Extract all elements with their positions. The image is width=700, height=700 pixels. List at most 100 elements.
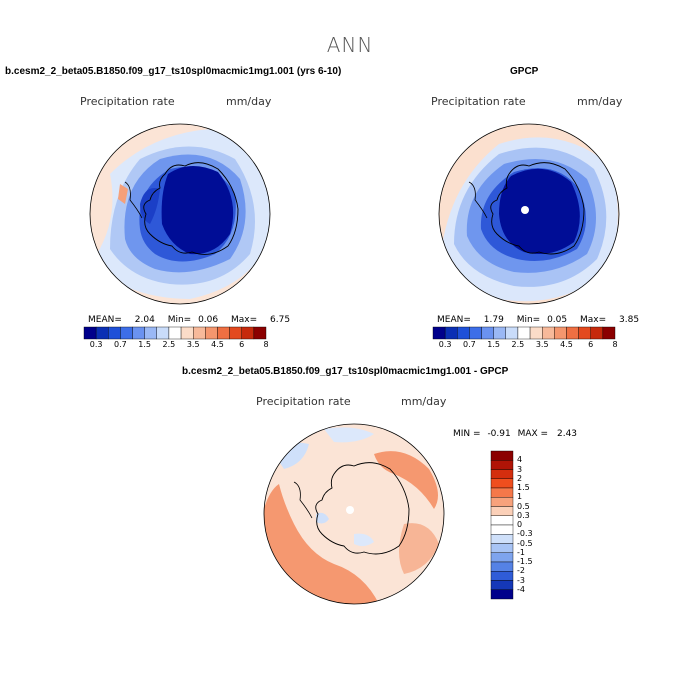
stat-mean-value: 2.04 bbox=[134, 315, 155, 325]
colorbar-tick-label: 3.5 bbox=[535, 340, 549, 349]
panel-title-obs: GPCP bbox=[510, 66, 539, 77]
colorbar-obs-labels: 0.3 0.7 1.5 2.5 3.5 4.5 6 8 bbox=[433, 340, 618, 352]
colorbar-swatch bbox=[132, 326, 145, 340]
stat-min-value: 0.05 bbox=[547, 315, 568, 325]
colorbar-swatch bbox=[490, 524, 514, 535]
colorbar-tick-label: 8 bbox=[612, 340, 618, 349]
stat-max-value: 2.43 bbox=[556, 429, 578, 439]
colorbar-tick-label: 4.5 bbox=[560, 340, 573, 349]
colorbar-tick-label: 3.5 bbox=[186, 340, 200, 349]
colorbar-tick-label: 0.3 bbox=[517, 510, 530, 520]
colorbar-swatch bbox=[490, 506, 514, 516]
colorbar-tick-label: 1.5 bbox=[138, 340, 152, 349]
colorbar-swatch bbox=[156, 326, 170, 340]
stat-max-value: 3.85 bbox=[619, 315, 640, 325]
variable-label-obs: Precipitation rate bbox=[431, 95, 526, 108]
colorbar-swatch bbox=[253, 326, 267, 340]
colorbar-obs bbox=[432, 326, 616, 340]
colorbar-swatch bbox=[95, 326, 109, 340]
units-label-diff: mm/day bbox=[401, 395, 447, 408]
colorbar-swatch bbox=[444, 326, 458, 340]
colorbar-tick-label: 2.5 bbox=[511, 340, 525, 349]
colorbar-swatch bbox=[490, 543, 514, 553]
colorbar-tick-label: 6 bbox=[239, 340, 245, 349]
colorbar-swatch bbox=[168, 326, 182, 340]
colorbar-tick-label: 0 bbox=[517, 520, 523, 529]
stat-max-label: MAX = bbox=[517, 429, 549, 439]
polar-map-model bbox=[89, 123, 271, 305]
colorbar-tick-label: 1.5 bbox=[487, 340, 501, 349]
colorbar-tick-label: 4 bbox=[517, 455, 523, 465]
colorbar-swatch bbox=[578, 326, 591, 340]
colorbar-tick-label: 0.7 bbox=[114, 340, 127, 349]
colorbar-tick-label: 1 bbox=[517, 492, 523, 502]
colorbar-tick-label: -1 bbox=[517, 547, 525, 557]
stat-mean-label: MEAN= bbox=[88, 315, 122, 325]
colorbar-tick-label: -4 bbox=[517, 584, 525, 594]
colorbar-tick-label: -2 bbox=[517, 566, 525, 576]
polar-map-obs bbox=[438, 123, 620, 305]
panel-title-diff: b.cesm2_2_beta05.B1850.f09_g17_ts10spl0m… bbox=[182, 366, 509, 377]
stat-min-value: 0.06 bbox=[198, 315, 219, 325]
stat-mean-value: 1.79 bbox=[483, 315, 504, 325]
colorbar-swatch bbox=[490, 497, 514, 507]
colorbar-tick-label: 0.5 bbox=[517, 501, 530, 511]
colorbar-swatch bbox=[241, 326, 255, 340]
colorbar-tick-label: 2 bbox=[517, 473, 523, 483]
colorbar-swatch bbox=[554, 326, 567, 340]
colorbar-swatch bbox=[490, 515, 514, 526]
colorbar-model bbox=[83, 326, 267, 340]
variable-label-diff: Precipitation rate bbox=[256, 395, 351, 408]
colorbar-swatch bbox=[457, 326, 470, 340]
colorbar-swatch bbox=[590, 326, 604, 340]
units-label-obs: mm/day bbox=[577, 95, 623, 108]
colorbar-swatch bbox=[490, 487, 514, 498]
colorbar-swatch bbox=[541, 326, 555, 340]
colorbar-tick-label: -3 bbox=[517, 575, 525, 585]
stat-mean-label: MEAN= bbox=[437, 315, 471, 325]
colorbar-diff-labels: 4 3 2 1.5 1 0.5 0.3 0 -0.3 -0.5 -1 -1.5 -2 -3 -4 bbox=[517, 451, 557, 599]
colorbar-tick-label: -1.5 bbox=[517, 557, 533, 566]
colorbar-swatch bbox=[490, 469, 514, 479]
colorbar-swatch bbox=[490, 580, 514, 590]
colorbar-tick-label: 3 bbox=[517, 464, 523, 474]
colorbar-swatch bbox=[490, 589, 514, 600]
colorbar-swatch bbox=[144, 326, 158, 340]
colorbar-swatch bbox=[517, 326, 531, 340]
colorbar-swatch bbox=[490, 460, 514, 470]
panel-title-model: b.cesm2_2_beta05.B1850.f09_g17_ts10spl0m… bbox=[5, 66, 342, 77]
colorbar-swatch bbox=[217, 326, 230, 340]
stat-max-label: Max= bbox=[231, 315, 258, 325]
stat-min-value: -0.91 bbox=[487, 429, 511, 439]
polar-map-diff bbox=[263, 423, 445, 605]
colorbar-swatch bbox=[490, 478, 514, 489]
stat-min-label: Min= bbox=[167, 315, 192, 325]
colorbar-swatch bbox=[180, 326, 194, 340]
colorbar-swatch bbox=[602, 326, 616, 340]
colorbar-tick-label: 1.5 bbox=[517, 483, 530, 492]
colorbar-swatch bbox=[490, 450, 514, 461]
colorbar-swatch bbox=[566, 326, 579, 340]
colorbar-swatch bbox=[505, 326, 519, 340]
colorbar-swatch bbox=[493, 326, 507, 340]
colorbar-swatch bbox=[205, 326, 218, 340]
colorbar-swatch bbox=[490, 561, 514, 572]
colorbar-swatch bbox=[83, 326, 97, 340]
colorbar-tick-label: 0.7 bbox=[463, 340, 476, 349]
colorbar-swatch bbox=[529, 326, 543, 340]
colorbar-swatch bbox=[192, 326, 206, 340]
colorbar-swatch bbox=[490, 534, 514, 544]
colorbar-tick-label: 6 bbox=[588, 340, 594, 349]
colorbar-swatch bbox=[490, 552, 514, 563]
colorbar-tick-label: 0.3 bbox=[89, 340, 103, 349]
variable-label-model: Precipitation rate bbox=[80, 95, 175, 108]
colorbar-swatch bbox=[469, 326, 482, 340]
units-label-model: mm/day bbox=[226, 95, 272, 108]
colorbar-tick-label: 2.5 bbox=[162, 340, 176, 349]
colorbar-tick-label: 8 bbox=[263, 340, 269, 349]
colorbar-model-labels: 0.3 0.7 1.5 2.5 3.5 4.5 6 8 bbox=[84, 340, 269, 352]
stat-max-value: 6.75 bbox=[270, 315, 291, 325]
figure-title: ANN bbox=[326, 33, 374, 57]
colorbar-tick-label: 0.3 bbox=[438, 340, 452, 349]
stat-min-label: MIN = bbox=[453, 429, 481, 439]
